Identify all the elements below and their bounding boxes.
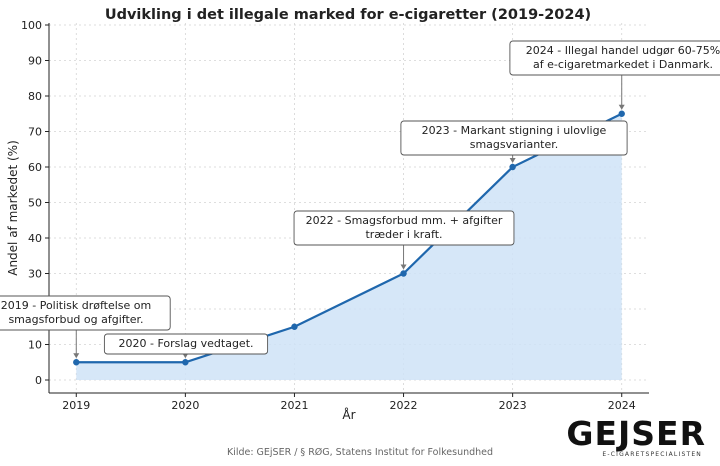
annotation-text: 2024 - Illegal handel udgør 60-75% — [526, 44, 720, 57]
data-point — [291, 323, 298, 330]
annotation-box — [400, 120, 628, 156]
annotation-text: 2023 - Markant stigning i ulovlige — [422, 124, 607, 137]
area-fill — [76, 113, 622, 380]
data-point — [509, 163, 516, 171]
x-tick-label: 2022 — [390, 399, 418, 412]
y-tick-label: 50 — [28, 197, 42, 210]
series-line — [76, 112, 623, 364]
data-point — [618, 110, 625, 117]
y-tick-label: 30 — [28, 268, 42, 281]
data-point — [73, 359, 80, 366]
annotation-arrowhead — [73, 353, 80, 359]
annotation-text: 2020 - Forslag vedtaget. — [118, 337, 253, 350]
y-tick-label: 100 — [21, 19, 42, 32]
x-tick-label: 2023 — [499, 399, 527, 412]
y-axis-label: Andel af markedet (%) — [6, 140, 20, 276]
data-points — [73, 110, 625, 366]
annotation-text: smagsvarianter. — [470, 138, 559, 151]
y-tick-label: 80 — [28, 90, 42, 103]
annotations: 2019 - Politisk drøftelse omsmagsforbud … — [0, 40, 720, 359]
annotation-box — [293, 210, 515, 246]
y-axis-ticks: 0102030405060708090100 — [21, 19, 49, 387]
annotation-text: 2019 - Politisk drøftelse om — [1, 299, 152, 312]
annotation-arrowhead — [182, 353, 189, 359]
annotation-text: træder i kraft. — [365, 228, 442, 241]
y-tick-label: 70 — [28, 126, 42, 139]
annotation-box — [509, 40, 720, 76]
chart-title: Udvikling i det illegale marked for e-ci… — [105, 7, 591, 23]
data-point — [400, 270, 407, 277]
x-axis-label: År — [342, 407, 355, 422]
annotation-arrowhead — [509, 158, 516, 163]
area-chart: Udvikling i det illegale marked for e-ci… — [0, 7, 720, 422]
annotation-box — [0, 295, 171, 331]
x-tick-label: 2021 — [280, 399, 308, 412]
annotation-arrowhead — [400, 264, 407, 270]
y-tick-label: 0 — [35, 374, 42, 387]
x-tick-label: 2024 — [608, 399, 636, 412]
y-tick-label: 40 — [28, 232, 42, 245]
annotation-text: smagsforbud og afgifter. — [8, 313, 143, 326]
x-tick-label: 2020 — [171, 399, 199, 412]
brand-logo-subtitle: E-CIGARETSPECIALISTEN — [602, 451, 702, 458]
annotation-box — [103, 333, 269, 355]
annotation-text: af e-cigaretmarkedet i Danmark. — [533, 58, 713, 71]
annotation-arrowhead — [618, 104, 625, 110]
x-tick-label: 2019 — [62, 399, 90, 412]
data-point — [182, 359, 189, 366]
x-axis-ticks: 2019 2020 2021 2022 2023 2024 — [62, 393, 636, 412]
annotation-text: 2022 - Smagsforbud mm. + afgifter — [306, 214, 503, 227]
source-note: Kilde: GEjSER / § RØG, Statens Institut … — [226, 447, 494, 458]
y-tick-label: 90 — [28, 55, 42, 68]
y-tick-label: 10 — [28, 339, 42, 352]
y-tick-label: 60 — [28, 161, 42, 174]
brand-logo: GEJSER — [566, 414, 706, 453]
